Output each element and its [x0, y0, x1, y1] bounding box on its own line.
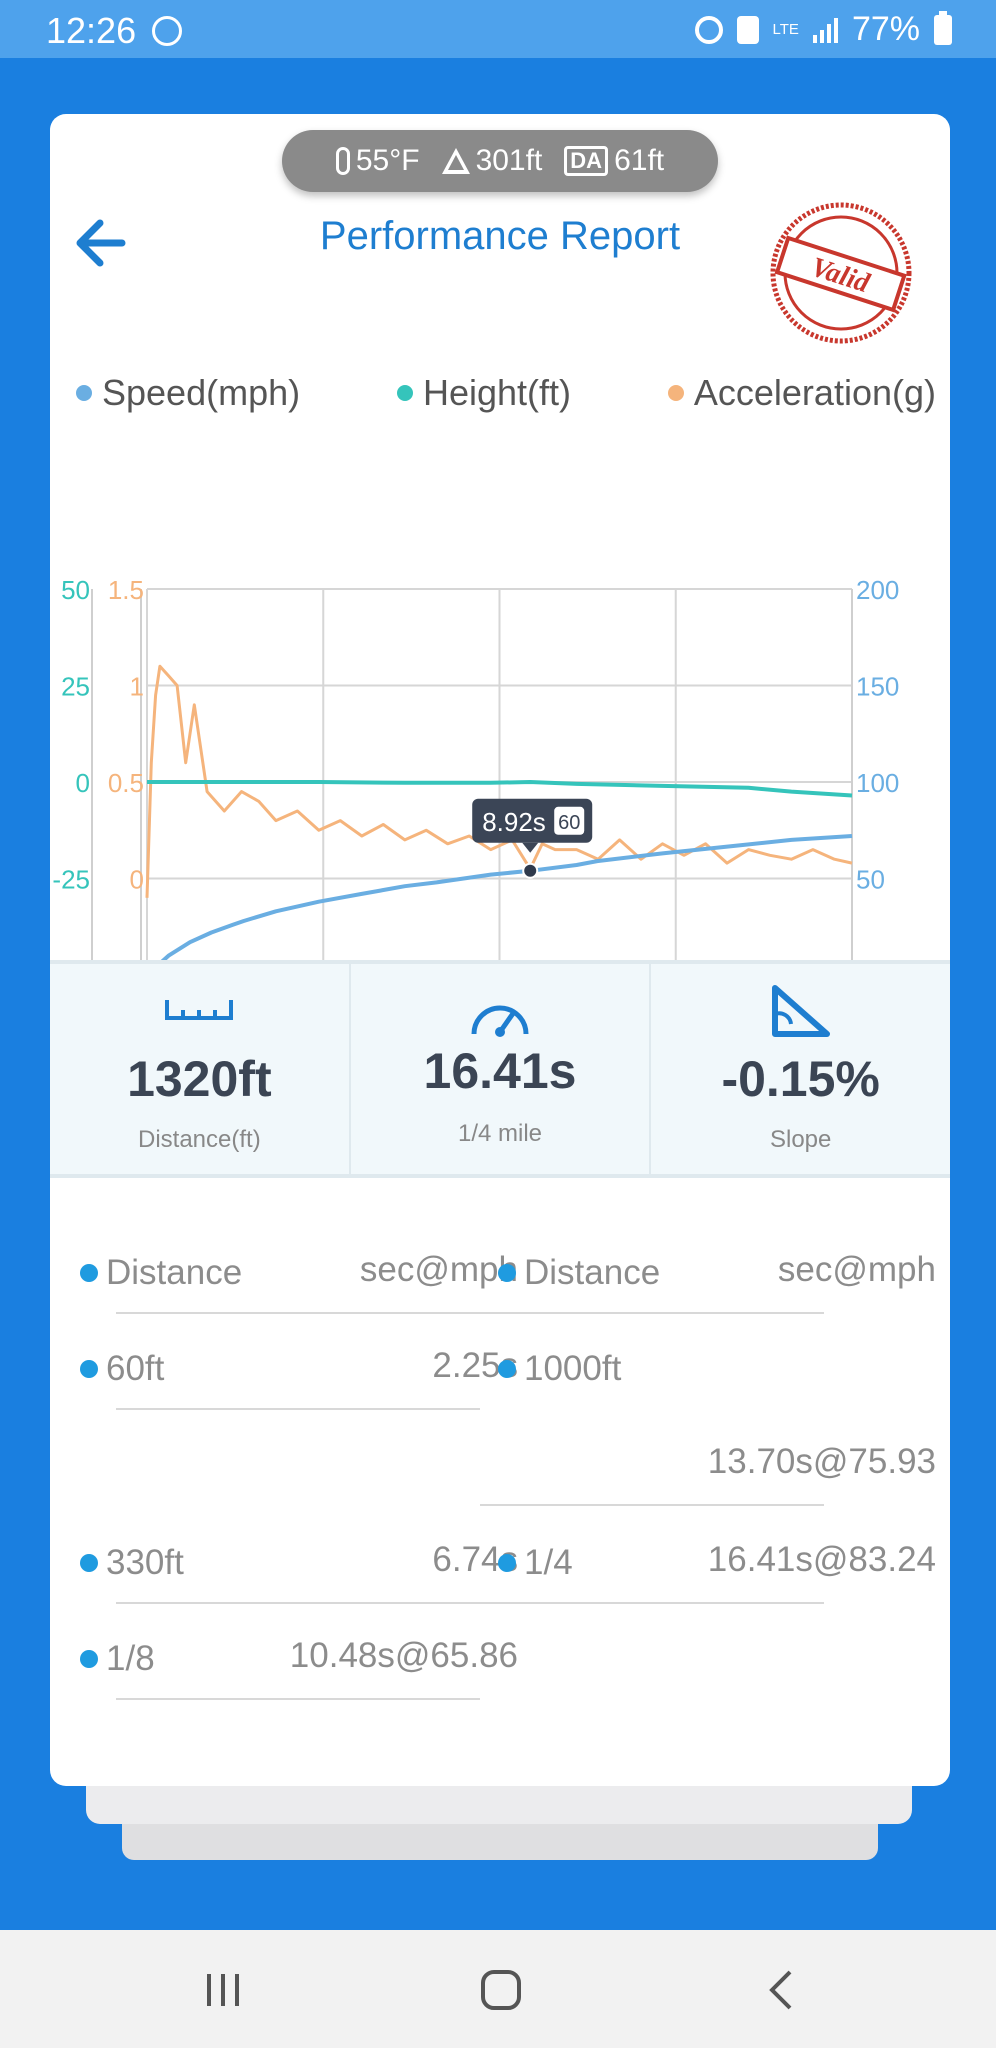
back-arrow-icon[interactable] — [64, 208, 144, 278]
alarm-icon — [694, 15, 723, 44]
stat-quarter-mile: 16.41s 1/4 mile — [348, 964, 650, 1174]
splits-header-time: sec@mph — [359, 1250, 518, 1289]
altitude: 301ft — [475, 144, 543, 177]
speed-axis-tick: 150 — [856, 672, 899, 702]
splits-header-distance: Distance — [80, 1248, 242, 1298]
back-button[interactable] — [746, 1960, 816, 2020]
acceleration-axis-tick: 1.5 — [108, 575, 144, 605]
height-axis-tick: 25 — [61, 672, 90, 702]
speedometer-icon — [471, 1005, 529, 1037]
split-time: 10.48s@65.86 — [289, 1636, 518, 1675]
split-time: 6.74s — [432, 1540, 518, 1579]
speed-axis-tick: 100 — [856, 768, 899, 798]
stat-label: Slope — [769, 1126, 832, 1153]
summary-stats: 1320ft Distance(ft) 16.41s 1/4 mile -0.1… — [50, 960, 950, 1178]
back-chevron-icon — [769, 1970, 792, 2010]
acceleration-axis-tick: 1 — [130, 672, 144, 702]
splits-header-time: sec@mph — [777, 1250, 936, 1289]
stat-slope: -0.15% Slope — [649, 964, 950, 1174]
app-notification-icon — [152, 16, 182, 46]
split-row: 1000ft — [498, 1344, 621, 1394]
stat-label: Distance(ft) — [137, 1126, 261, 1153]
acceleration-axis-tick: 0 — [130, 865, 144, 895]
height-axis-tick: -25 — [52, 865, 90, 895]
density-altitude: 61ft — [614, 144, 665, 177]
tooltip-marker — [522, 862, 539, 879]
split-row: 1/4 — [498, 1538, 573, 1588]
stat-value: -0.15% — [721, 1051, 880, 1107]
height-axis-tick: 0 — [76, 768, 90, 798]
signal-icon — [812, 17, 838, 43]
legend-speed[interactable]: Speed(mph) — [76, 372, 300, 414]
splits-header-distance: Distance — [498, 1248, 660, 1298]
status-time: 12:26 — [46, 10, 137, 51]
legend-height[interactable]: Height(ft) — [396, 372, 571, 414]
page-title: Performance Report — [319, 214, 681, 258]
split-row: 1/8 — [80, 1634, 155, 1684]
performance-chart[interactable]: 50250-25-501.510.50-0.52001501005008.92s… — [50, 444, 950, 1004]
secure-folder-icon — [736, 15, 759, 44]
battery-icon — [934, 10, 952, 45]
report-card: 55°F 301ft DA 61ft Performance Report Val… — [50, 114, 950, 1786]
split-row: 330ft — [80, 1538, 184, 1588]
speed-line — [145, 834, 853, 977]
stat-value: 1320ft — [127, 1051, 272, 1107]
weather-conditions: 55°F 301ft DA 61ft — [282, 130, 718, 192]
stat-distance: 1320ft Distance(ft) — [50, 964, 349, 1174]
recent-apps-button[interactable] — [188, 1960, 258, 2020]
temperature: 55°F — [355, 144, 420, 177]
speed-axis-tick: 50 — [856, 865, 885, 895]
split-time: 2.25s — [432, 1346, 518, 1385]
tooltip-badge — [554, 806, 585, 835]
slope-icon — [771, 985, 830, 1037]
recent-apps-icon — [207, 1974, 239, 2006]
home-button[interactable] — [466, 1960, 536, 2020]
valid-stamp-icon: Valid — [770, 202, 912, 344]
split-time: 16.41s@83.24 — [707, 1540, 936, 1579]
height-axis-tick: 50 — [61, 575, 90, 605]
status-bar: 12:26 LTE 77% — [0, 0, 996, 58]
acceleration-axis-tick: 0.5 — [108, 768, 144, 798]
density-altitude-icon: DA — [564, 146, 609, 176]
legend-acceleration[interactable]: Acceleration(g) — [667, 372, 936, 414]
home-icon — [481, 1970, 521, 2010]
split-time: 13.70s@75.93 — [707, 1442, 936, 1481]
mountain-icon — [441, 148, 470, 174]
system-nav-bar — [0, 1930, 996, 2048]
battery-percent: 77% — [851, 10, 920, 48]
height-line — [147, 780, 853, 798]
split-row: 60ft — [80, 1344, 164, 1394]
tooltip-value: 60 — [558, 812, 580, 834]
chart-legend: Speed(mph) Height(ft) Acceleration(g) — [76, 372, 936, 414]
tooltip-time: 8.92s — [482, 807, 546, 837]
speed-axis-tick: 200 — [856, 575, 899, 605]
thermometer-icon — [335, 147, 350, 175]
stat-label: 1/4 mile — [457, 1120, 543, 1147]
status-indicators: LTE 77% — [694, 10, 952, 49]
ruler-icon — [165, 1000, 234, 1020]
tooltip-pointer — [522, 842, 539, 853]
stat-value: 16.41s — [423, 1043, 577, 1099]
lte-indicator: LTE — [772, 20, 799, 38]
acceleration-line — [145, 664, 853, 898]
